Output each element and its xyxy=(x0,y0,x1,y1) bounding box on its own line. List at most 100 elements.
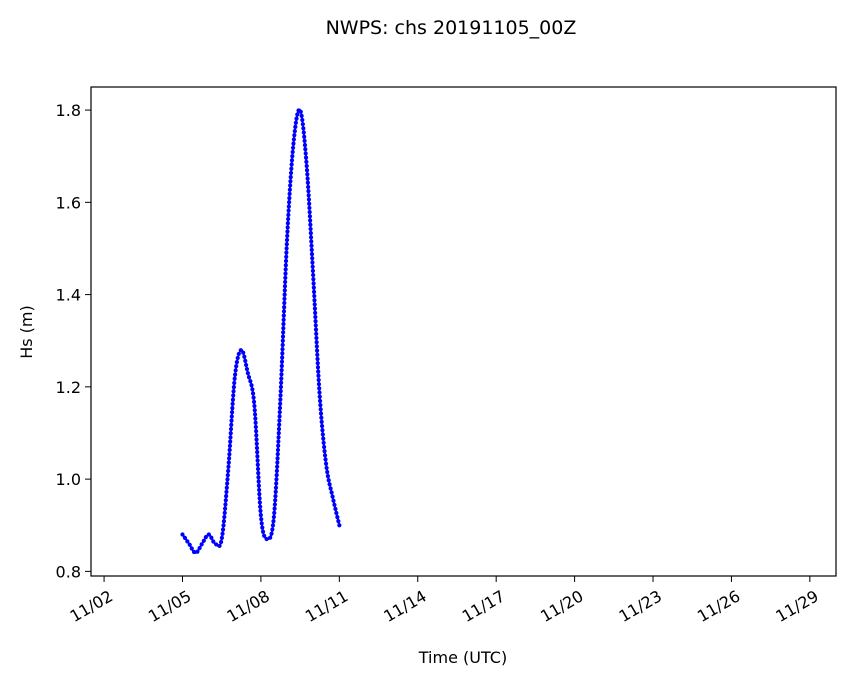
series-marker xyxy=(191,549,197,555)
series-marker xyxy=(254,437,259,442)
series-marker xyxy=(314,340,319,345)
series-marker xyxy=(246,375,252,380)
series-marker xyxy=(257,500,262,505)
series-marker xyxy=(313,310,318,315)
series-marker xyxy=(330,494,335,499)
series-marker xyxy=(221,519,227,524)
series-marker xyxy=(228,435,233,440)
series-marker xyxy=(334,510,339,516)
series-marker xyxy=(279,359,285,364)
series-marker xyxy=(317,394,322,399)
series-marker xyxy=(274,473,279,478)
series-marker xyxy=(283,271,288,276)
series-marker xyxy=(233,372,238,377)
series-marker xyxy=(241,350,246,355)
series-marker xyxy=(222,514,227,520)
series-marker xyxy=(270,523,276,528)
series-marker xyxy=(228,431,233,436)
series-marker xyxy=(250,391,256,396)
series-marker xyxy=(315,356,320,362)
x-tick-label: 11/17 xyxy=(459,586,508,626)
series-marker xyxy=(307,214,313,219)
series-marker xyxy=(335,514,340,520)
series-marker xyxy=(305,180,310,185)
series-marker xyxy=(305,176,310,181)
series-marker xyxy=(232,376,237,381)
series-marker xyxy=(225,477,230,482)
series-marker xyxy=(318,407,323,412)
series-marker xyxy=(291,137,296,142)
series-marker xyxy=(319,419,324,424)
series-marker xyxy=(222,510,227,515)
series-marker xyxy=(282,300,287,306)
series-marker xyxy=(281,321,286,327)
y-axis: 0.8 1.0 1.2 1.4 1.6 1.8 xyxy=(56,101,91,581)
series-marker xyxy=(302,138,307,143)
series-marker xyxy=(309,251,315,257)
x-tick-label: 11/05 xyxy=(145,586,194,626)
series-marker xyxy=(279,376,284,381)
series-marker xyxy=(290,145,296,150)
y-tick-label: 1.2 xyxy=(56,378,81,397)
series-marker xyxy=(305,172,310,177)
series-marker xyxy=(222,506,228,511)
series-marker xyxy=(224,489,229,495)
series-marker xyxy=(336,519,341,524)
series-marker xyxy=(282,296,287,301)
series-marker xyxy=(288,179,293,184)
series-marker xyxy=(256,471,261,476)
series-marker xyxy=(224,494,229,499)
series-marker xyxy=(278,401,283,406)
series-marker xyxy=(218,539,224,545)
series-marker xyxy=(252,408,257,413)
series-marker xyxy=(280,355,285,360)
series-marker xyxy=(289,166,294,171)
series-marker xyxy=(312,298,317,303)
series-marker xyxy=(286,204,291,209)
series-marker xyxy=(226,468,231,474)
plot-area xyxy=(180,108,342,555)
series-marker xyxy=(283,279,288,285)
series-marker xyxy=(280,334,286,339)
series-marker xyxy=(214,542,219,547)
series-marker xyxy=(229,418,234,423)
series-marker xyxy=(307,205,312,211)
series-marker xyxy=(225,473,230,478)
series-marker xyxy=(228,426,234,432)
series-marker xyxy=(275,447,281,453)
series-marker xyxy=(289,162,294,167)
series-marker xyxy=(276,443,281,448)
x-tick-label: 11/02 xyxy=(67,586,116,626)
series-marker xyxy=(292,128,297,134)
series-marker xyxy=(197,545,202,551)
series-marker xyxy=(278,397,283,402)
series-marker xyxy=(309,243,314,248)
series-marker xyxy=(312,293,317,299)
series-marker xyxy=(264,536,269,542)
series-marker xyxy=(248,379,253,384)
series-marker xyxy=(303,151,308,156)
series-marker xyxy=(272,510,277,515)
series-marker xyxy=(312,302,317,307)
series-marker xyxy=(329,490,334,495)
series-marker xyxy=(260,525,265,530)
series-marker xyxy=(258,512,263,518)
series-marker xyxy=(225,481,230,486)
series-marker xyxy=(251,395,256,400)
series-marker xyxy=(252,412,258,417)
series-marker xyxy=(257,487,262,493)
series-marker xyxy=(322,453,328,458)
series-marker xyxy=(258,508,263,513)
series-marker xyxy=(314,344,319,349)
series-marker xyxy=(277,405,283,411)
series-marker xyxy=(328,486,333,491)
series-marker xyxy=(219,535,225,541)
series-marker xyxy=(276,426,282,432)
series-marker xyxy=(255,466,261,472)
series-marker xyxy=(287,200,292,205)
series-marker xyxy=(255,454,260,459)
series-marker xyxy=(282,288,287,293)
series-marker xyxy=(234,364,239,369)
series-marker xyxy=(185,539,190,544)
series-marker xyxy=(236,351,241,357)
